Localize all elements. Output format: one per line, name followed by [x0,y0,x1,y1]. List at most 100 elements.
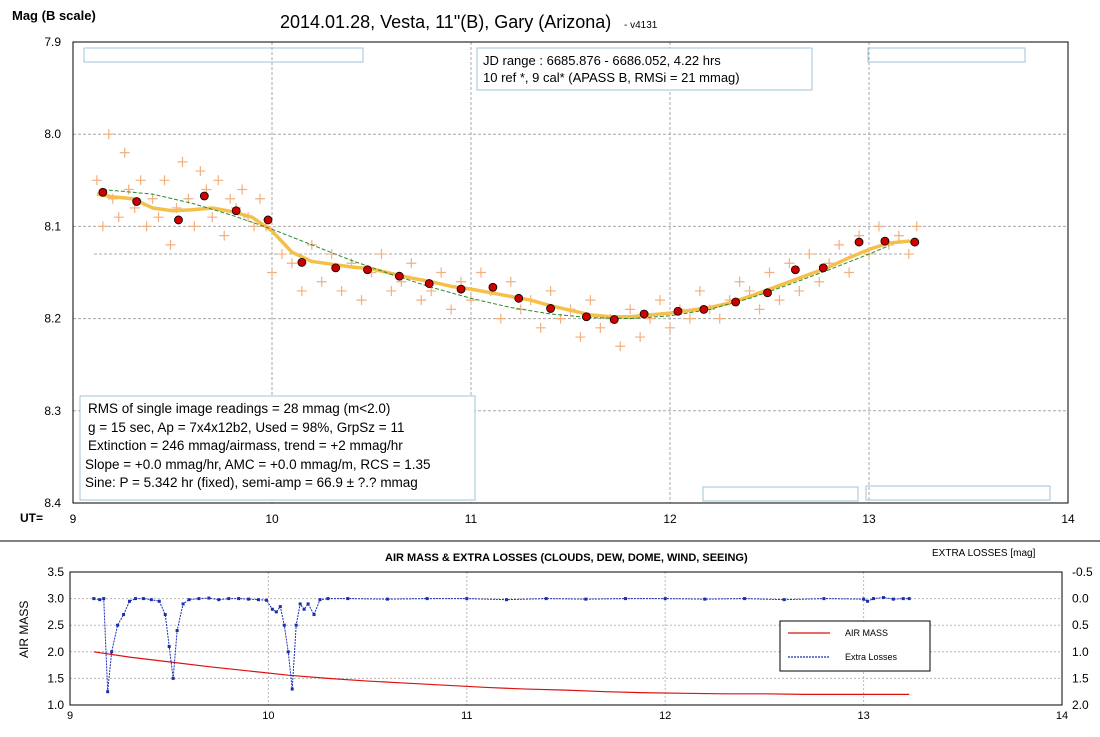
single-reading-mark [893,230,904,241]
group-mean-point [880,236,890,246]
single-reading-mark [195,166,206,177]
single-reading-mark [784,258,795,269]
airmass-right-tick-label: 0.0 [1072,592,1089,606]
jd-range-info-box [476,47,813,91]
extra-losses-point [866,599,870,603]
single-reading-mark [356,295,367,306]
stats-sine-line: Sine: P = 5.342 hr (fixed), semi-amp = 6… [85,475,418,490]
extra-losses-point [907,597,911,601]
single-reading-mark [159,175,170,186]
extra-losses-point [504,598,508,602]
extra-losses-point [872,597,876,601]
extra-losses-point [326,597,330,601]
extra-losses-point [294,623,298,627]
extra-losses-point [663,597,667,601]
single-reading-mark [684,313,695,324]
airmass-right-axis-label: EXTRA LOSSES [mag] [932,548,1036,559]
single-reading-mark [903,249,914,260]
airmass-left-tick-label: 3.5 [47,565,64,579]
single-reading-mark [276,249,287,260]
group-mean-point [263,215,273,225]
main-x-tick-label: 11 [465,512,478,526]
extra-losses-point [157,599,161,603]
stats-rms-line: RMS of single image readings = 28 mmag (… [88,401,390,416]
extra-losses-point [110,650,114,654]
extra-losses-point [122,613,126,617]
group-mean-point [394,271,404,281]
single-reading-mark [249,221,260,232]
extra-losses-point [703,597,707,601]
single-reading-mark [794,285,805,296]
group-mean-point [514,293,524,303]
extra-losses-point [290,687,294,691]
main-gridlines [73,42,1068,503]
single-reading-mark [764,267,775,278]
stats-slope-line: Slope = +0.0 mmag/hr, AMC = +0.0 mmag/m,… [85,457,431,472]
main-plot-area [72,41,1069,504]
airmass-line [93,651,910,695]
extra-losses-point [217,598,221,602]
single-reading-mark [336,285,347,296]
airmass-left-axis-label: AIR MASS [17,601,31,658]
airmass-x-tick-label: 12 [659,710,671,722]
airmass-x-tick-label: 10 [262,710,274,722]
airmass-left-tick-label: 1.5 [47,671,64,685]
extra-losses-point [881,596,885,600]
extra-losses-point [278,605,282,609]
single-reading-mark [296,285,307,296]
single-reading-mark [873,221,884,232]
group-mean-point [424,279,434,288]
extra-losses-point [302,607,306,611]
single-reading-mark [595,322,606,333]
group-mean-point [132,197,142,206]
main-y-tick-label: 8.0 [44,127,61,141]
single-reading-mark [585,295,596,306]
main-y-tick-label: 8.1 [44,219,61,233]
extra-losses-point [187,598,191,602]
airmass-chart-title: AIR MASS & EXTRA LOSSES (CLOUDS, DEW, DO… [385,552,748,564]
group-mean-point [297,257,307,267]
single-reading-mark [123,184,134,195]
extra-losses-point [286,650,290,654]
single-reading-mark [119,147,130,158]
extra-losses-point [901,597,905,601]
group-mean-point [699,304,709,314]
airmass-x-tick-label: 9 [67,710,73,722]
airmass-x-tick-label: 14 [1056,710,1068,722]
main-chart-title-suffix: - v4131 [624,20,658,31]
single-reading-mark [255,193,266,204]
extra-losses-point [318,598,322,602]
extra-losses-point [237,597,241,601]
single-reading-mark [814,276,825,287]
extra-losses-point [822,597,826,601]
group-mean-point [456,284,466,294]
main-chart-title: 2014.01.28, Vesta, 11"(B), Gary (Arizona… [280,12,611,32]
single-reading-mark [286,258,297,269]
single-reading-mark [189,221,200,232]
airmass-right-tick-label: 1.0 [1072,645,1089,659]
single-reading-mark [225,193,236,204]
group-mean-point [98,187,108,197]
single-reading-mark [665,322,675,333]
airmass-left-tick-label: 2.5 [47,618,64,632]
single-reading-mark [834,239,845,250]
group-mean-point [790,265,800,275]
airmass-x-tick-label: 13 [857,710,869,722]
single-reading-mark [386,285,397,296]
main-x-tick-label: 9 [70,512,77,526]
main-x-axis-label: UT= [20,511,43,525]
single-reading-mark [406,258,417,269]
single-reading-mark [141,221,152,232]
extra-losses-point [298,602,302,606]
airmass-x-tick-label: 11 [461,710,472,722]
single-reading-mark [804,249,815,260]
single-reading-mark [625,304,636,315]
extra-losses-point [782,598,786,602]
extra-losses-point [133,597,137,601]
extra-losses-point [256,598,260,602]
stats-info-box [79,395,476,501]
main-y-tick-label: 8.2 [44,312,61,326]
